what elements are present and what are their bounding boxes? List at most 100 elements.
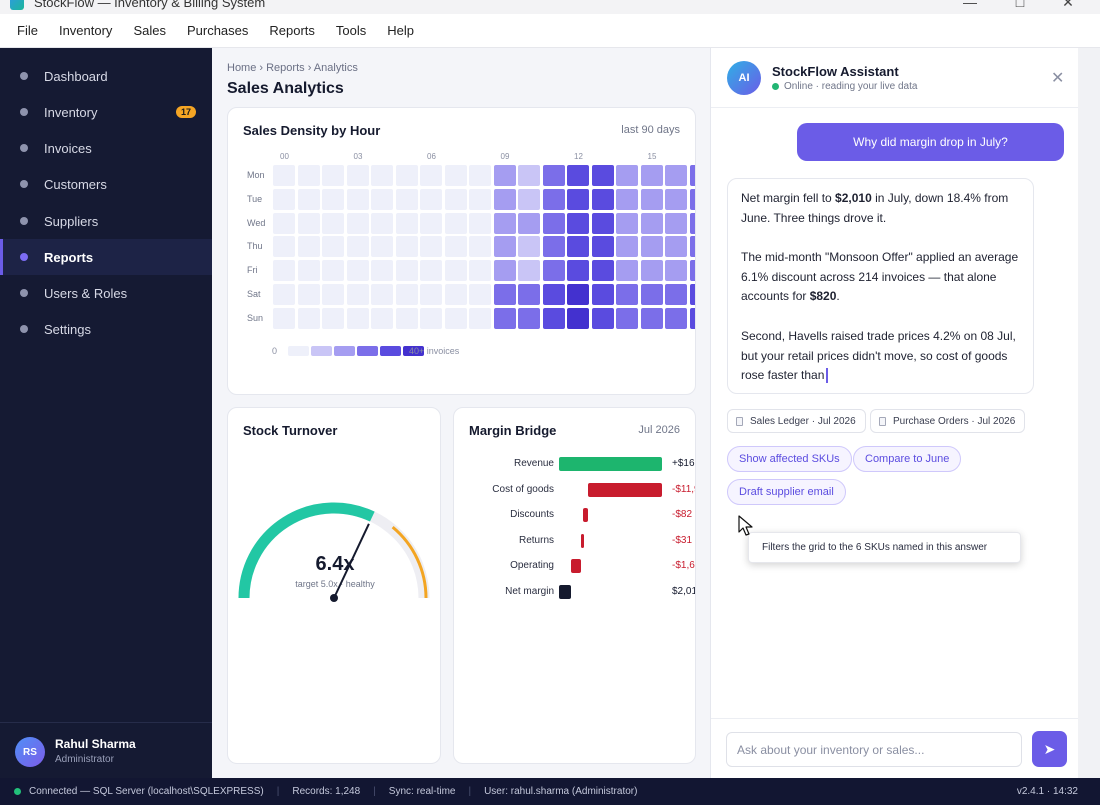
heatmap-cell[interactable] [493,188,516,210]
heatmap-cell[interactable] [395,307,418,329]
heatmap-cell[interactable] [273,212,295,234]
heatmap-cell[interactable] [297,188,320,210]
menu-help[interactable]: Help [387,23,415,38]
heatmap-cell[interactable] [322,165,344,186]
menu-reports[interactable]: Reports [269,23,315,38]
heatmap-cell[interactable] [469,260,491,282]
heatmap-cell[interactable] [591,165,614,186]
heatmap-cell[interactable] [469,236,491,258]
heatmap-cell[interactable] [616,212,638,234]
heatmap-cell[interactable] [640,236,663,258]
compare-to-june-button[interactable]: Compare to June [853,446,962,472]
heatmap-cell[interactable] [297,260,320,282]
heatmap-cell[interactable] [297,236,320,258]
heatmap-cell[interactable] [616,236,638,258]
heatmap-cell[interactable] [567,260,589,282]
current-user[interactable]: RS Rahul Sharma Administrator [0,722,212,778]
heatmap-cell[interactable] [322,284,344,305]
heatmap-cell[interactable] [395,284,418,305]
menu-purchases[interactable]: Purchases [186,23,249,38]
heatmap-cell[interactable] [297,284,320,305]
sidebar-item-reports[interactable]: Reports [0,239,212,275]
heatmap-cell[interactable] [567,284,589,305]
heatmap-cell[interactable] [322,236,344,258]
show-affected-skus-button[interactable]: Show affected SKUs [727,446,852,472]
heatmap-cell[interactable] [640,284,663,305]
heatmap-cell[interactable] [346,307,369,329]
heatmap-cell[interactable] [444,307,467,329]
heatmap-cell[interactable] [346,165,369,186]
sidebar-item-inventory[interactable]: Inventory 17 [0,94,212,130]
heatmap-cell[interactable] [395,212,418,234]
heatmap-cell[interactable] [469,284,491,305]
heatmap-cell[interactable] [322,260,344,282]
heatmap-cell[interactable] [444,165,467,186]
heatmap-cell[interactable] [689,165,695,186]
heatmap-cell[interactable] [493,307,516,329]
sidebar-item-dashboard[interactable]: Dashboard [0,58,212,94]
heatmap-cell[interactable] [493,260,516,282]
heatmap-cell[interactable] [640,307,663,329]
heatmap-cell[interactable] [665,307,687,329]
heatmap-cell[interactable] [665,188,687,210]
heatmap-cell[interactable] [395,188,418,210]
heatmap-cell[interactable] [444,284,467,305]
heatmap-cell[interactable] [444,188,467,210]
heatmap-cell[interactable] [542,236,565,258]
heatmap-cell[interactable] [346,212,369,234]
heatmap-cell[interactable] [420,236,442,258]
sidebar-item-settings[interactable]: Settings [0,311,212,347]
heatmap-cell[interactable] [444,260,467,282]
heatmap-cell[interactable] [322,212,344,234]
heatmap-cell[interactable] [542,165,565,186]
heatmap-cell[interactable] [420,260,442,282]
maximize-icon[interactable]: □ [1015,0,1025,10]
heatmap-cell[interactable] [665,236,687,258]
heatmap-cell[interactable] [591,260,614,282]
heatmap-cell[interactable] [640,212,663,234]
heatmap-cell[interactable] [640,260,663,282]
heatmap-cell[interactable] [273,260,295,282]
heatmap-cell[interactable] [395,165,418,186]
heatmap-cell[interactable] [518,284,540,305]
heatmap-cell[interactable] [371,260,393,282]
heatmap-cell[interactable] [469,188,491,210]
menu-file[interactable]: File [17,23,38,38]
heatmap-cell[interactable] [420,212,442,234]
heatmap-cell[interactable] [420,188,442,210]
heatmap-cell[interactable] [689,260,695,282]
heatmap-cell[interactable] [591,307,614,329]
heatmap-cell[interactable] [371,307,393,329]
heatmap-cell[interactable] [395,236,418,258]
heatmap-cell[interactable] [371,188,393,210]
heatmap-cell[interactable] [322,307,344,329]
heatmap-cell[interactable] [297,212,320,234]
heatmap-cell[interactable] [346,236,369,258]
heatmap-cell[interactable] [420,307,442,329]
heatmap-cell[interactable] [518,165,540,186]
heatmap-cell[interactable] [567,236,589,258]
heatmap-cell[interactable] [616,165,638,186]
heatmap-cell[interactable] [493,165,516,186]
heatmap-cell[interactable] [567,188,589,210]
heatmap-cell[interactable] [665,212,687,234]
heatmap-cell[interactable] [640,188,663,210]
heatmap-cell[interactable] [542,188,565,210]
heatmap-cell[interactable] [665,165,687,186]
draft-supplier-email-button[interactable]: Draft supplier email [727,479,846,505]
heatmap-cell[interactable] [273,284,295,305]
source-chip-purchase-orders[interactable]: Purchase Orders · Jul 2026 [870,409,1026,433]
heatmap-cell[interactable] [273,307,295,329]
heatmap-cell[interactable] [346,188,369,210]
heatmap-cell[interactable] [420,165,442,186]
heatmap-cell[interactable] [297,307,320,329]
heatmap-cell[interactable] [493,284,516,305]
heatmap-cell[interactable] [469,165,491,186]
heatmap-cell[interactable] [273,165,295,186]
heatmap-cell[interactable] [371,165,393,186]
heatmap-cell[interactable] [273,188,295,210]
heatmap-cell[interactable] [591,188,614,210]
heatmap-cell[interactable] [518,307,540,329]
menu-sales[interactable]: Sales [133,23,166,38]
heatmap-cell[interactable] [567,212,589,234]
